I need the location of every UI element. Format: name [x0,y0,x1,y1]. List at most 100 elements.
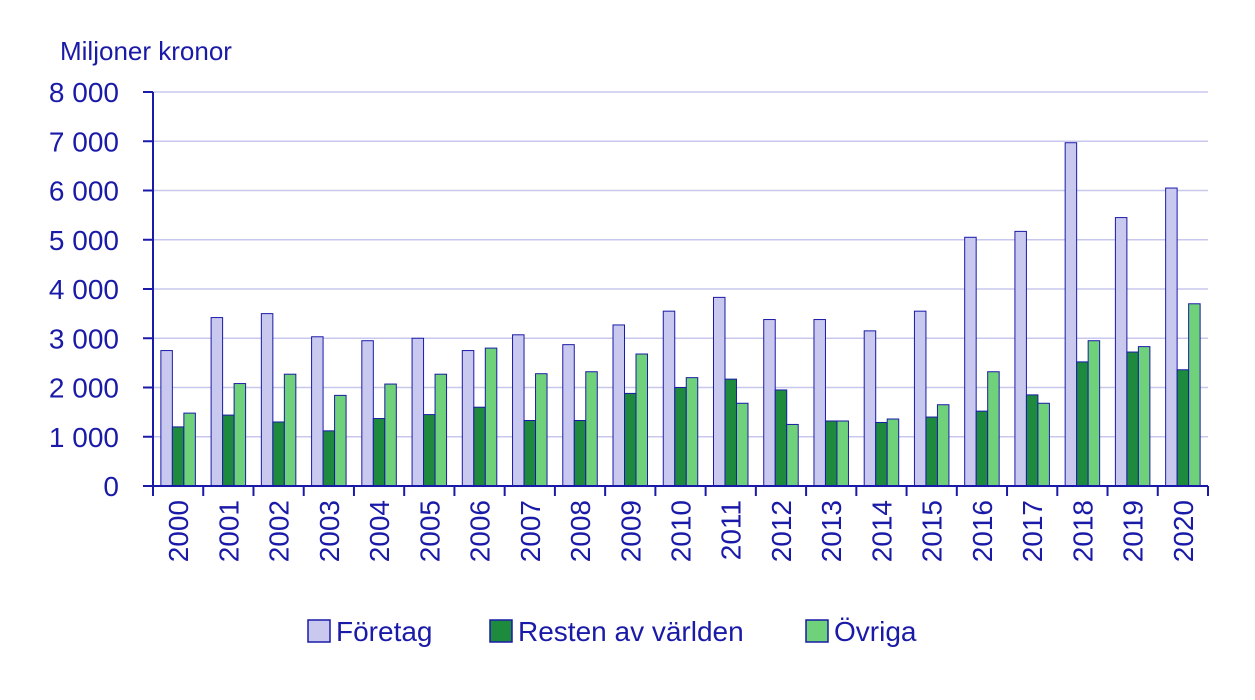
bar-0-2008 [562,344,575,487]
bar-1-2020 [1176,369,1190,487]
bar-1-2005 [423,414,436,487]
bar-2-2006 [484,347,498,487]
x-tick-label: 2009 [615,500,646,562]
bar-2-2005 [434,373,448,487]
bar-2-2003 [334,394,347,487]
x-tick-label: 2016 [967,500,998,562]
bar-2-2015 [936,404,950,487]
bar-0-2012 [763,319,776,487]
bar-0-2014 [863,330,877,487]
bar-1-2006 [473,406,486,487]
x-tick-label: 2010 [666,500,697,562]
legend: Företag Resten av världen Övriga [307,616,917,647]
bar-1-2015 [925,416,938,487]
x-tick-label: 2002 [264,500,295,562]
x-tick-label: 2012 [766,500,797,562]
y-tick-label: 2 000 [49,373,119,404]
bar-0-2013 [813,319,826,487]
bar-2-2008 [585,371,598,487]
bar-1-2002 [272,421,285,487]
bar-2-2011 [735,402,749,487]
legend-label: Företag [336,616,433,647]
x-tick-label: 2005 [414,500,445,562]
y-tick-label: 3 000 [49,323,119,354]
x-tick-label: 2017 [1017,500,1048,562]
bar-1-2003 [322,430,336,487]
bar-0-2011 [712,296,726,487]
bar-2-2017 [1037,402,1050,487]
bar-0-2018 [1064,142,1078,487]
bar-0-2009 [612,324,626,487]
bar-2-2012 [786,423,799,487]
bar-0-2006 [461,350,475,487]
bar-2-2016 [987,371,1000,487]
bar-0-2001 [210,317,224,487]
x-tick-label: 2008 [565,500,596,562]
y-axis-label: Miljoner kronor [60,36,232,66]
x-ticks: 2000 2001 2002 2003 2004 2005 2006 2007 2008 2009… [152,486,1209,562]
bar-0-2016 [964,236,977,487]
x-tick-label: 2020 [1168,500,1199,562]
legend-item: Övriga [805,616,917,647]
y-ticks: 0 1 000 2 000 3 000 4 000 5 000 6 000 7 000 8 00… [49,77,153,502]
x-tick-label: 2006 [465,500,496,562]
bar-0-2000 [160,350,173,487]
bar-1-2009 [624,392,637,487]
bar-0-2003 [311,336,324,487]
bar-0-2002 [260,313,274,487]
bar-0-2005 [411,337,425,487]
x-tick-label: 2014 [866,500,897,562]
bar-0-2019 [1114,217,1128,487]
bar-1-2017 [1025,394,1039,487]
bar-2-2020 [1188,303,1201,487]
bar-1-2007 [523,419,537,487]
bar-0-2020 [1165,187,1178,487]
x-tick-label: 2019 [1118,500,1149,562]
bar-1-2000 [171,426,185,487]
y-tick-label: 6 000 [49,176,119,207]
x-tick-label: 2007 [515,500,546,562]
x-tick-label: 2013 [816,500,847,562]
bar-0-2007 [512,334,525,487]
bar-1-2014 [875,421,888,487]
gridlines [153,91,1208,438]
bar-2-2019 [1137,346,1151,487]
bar-1-2008 [573,419,587,487]
legend-item: Resten av världen [489,616,744,647]
bar-1-2019 [1126,351,1139,487]
bar-1-2016 [975,410,989,487]
legend-label: Resten av världen [518,616,744,647]
bar-1-2004 [372,418,386,487]
y-tick-label: 5 000 [49,225,119,256]
y-tick-label: 8 000 [49,77,119,108]
x-tick-label: 2003 [314,500,345,562]
bar-1-2010 [674,387,687,487]
legend-swatch [307,619,331,643]
bar-2-2000 [183,412,196,487]
bar-2-2001 [233,383,247,487]
x-tick-label: 2018 [1067,500,1098,562]
y-tick-label: 1 000 [49,422,119,453]
bar-2-2018 [1087,340,1101,487]
bar-2-2013 [836,420,849,487]
bar-2-2010 [685,377,699,487]
bar-2-2002 [283,373,297,487]
y-tick-label: 4 000 [49,274,119,305]
x-tick-label: 2015 [917,500,948,562]
bar-2-2007 [535,373,548,487]
x-tick-label: 2001 [213,500,244,562]
legend-swatch [489,619,513,643]
bar-2-2014 [886,418,900,487]
bar-0-2017 [1014,230,1027,487]
bar-1-2012 [774,389,788,487]
bar-2-2009 [635,353,649,487]
bar-0-2015 [913,310,927,487]
legend-item: Företag [307,616,433,647]
y-tick-label: 7 000 [49,126,119,157]
bar-1-2013 [824,420,838,487]
bar-1-2011 [724,378,737,487]
legend-swatch [805,619,829,643]
bar-1-2001 [222,414,235,487]
x-tick-label: 2004 [364,500,395,562]
